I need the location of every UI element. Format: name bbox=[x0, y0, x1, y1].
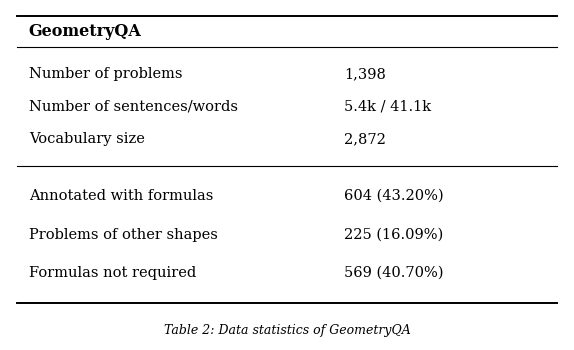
Text: Problems of other shapes: Problems of other shapes bbox=[29, 228, 218, 241]
Text: Annotated with formulas: Annotated with formulas bbox=[29, 189, 213, 203]
Text: 5.4k / 41.1k: 5.4k / 41.1k bbox=[344, 100, 432, 114]
Text: 1,398: 1,398 bbox=[344, 67, 386, 81]
Text: Vocabulary size: Vocabulary size bbox=[29, 132, 145, 146]
Text: 569 (40.70%): 569 (40.70%) bbox=[344, 266, 444, 280]
Text: Table 2: Data statistics of GeometryQA: Table 2: Data statistics of GeometryQA bbox=[164, 324, 410, 337]
Text: 604 (43.20%): 604 (43.20%) bbox=[344, 189, 444, 203]
Text: Number of sentences/words: Number of sentences/words bbox=[29, 100, 238, 114]
Text: 2,872: 2,872 bbox=[344, 132, 386, 146]
Text: Formulas not required: Formulas not required bbox=[29, 266, 196, 280]
Text: GeometryQA: GeometryQA bbox=[29, 23, 142, 40]
Text: Number of problems: Number of problems bbox=[29, 67, 182, 81]
Text: 225 (16.09%): 225 (16.09%) bbox=[344, 228, 444, 241]
